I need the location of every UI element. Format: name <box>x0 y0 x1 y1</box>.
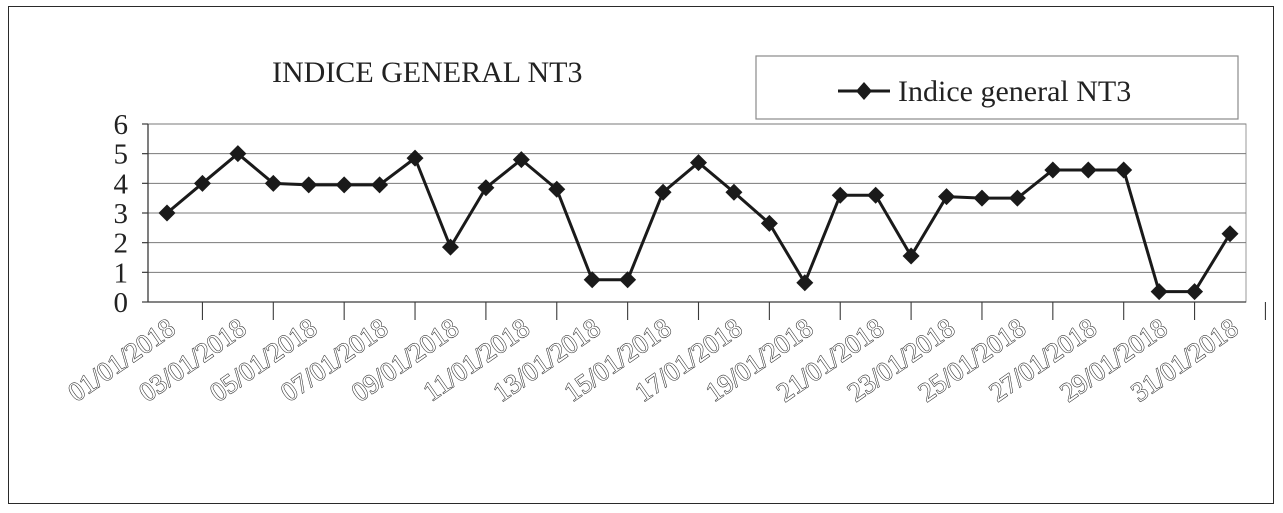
y-tick-label: 1 <box>114 257 129 289</box>
series-markers <box>158 145 1239 301</box>
data-point-marker <box>796 274 814 292</box>
data-point-marker <box>335 176 353 194</box>
y-tick-label: 5 <box>114 139 129 171</box>
x-axis-labels: 01/01/201803/01/201805/01/201807/01/2018… <box>62 312 1244 408</box>
data-point-marker <box>831 186 849 204</box>
data-point-marker <box>264 174 282 192</box>
x-axis-ticks <box>201 302 1266 320</box>
data-point-marker <box>938 188 956 206</box>
series-line <box>166 152 1232 294</box>
data-point-marker <box>158 204 176 222</box>
data-point-marker <box>690 154 707 172</box>
legend-diamond-marker <box>856 82 872 100</box>
data-point-marker <box>1008 189 1026 207</box>
gridlines <box>148 123 1246 273</box>
legend: Indice general NT3 <box>755 55 1239 120</box>
data-point-marker <box>477 179 495 197</box>
data-point-marker <box>583 271 601 289</box>
data-point-marker <box>973 189 991 207</box>
data-point-marker <box>193 174 211 192</box>
data-point-marker <box>441 238 459 256</box>
data-point-marker <box>1186 283 1204 301</box>
data-point-marker <box>867 186 885 204</box>
data-point-marker <box>1221 225 1239 243</box>
data-point-marker <box>548 180 566 198</box>
y-tick-label: 2 <box>114 228 129 260</box>
data-point-marker <box>371 176 389 194</box>
series-indice-general-nt3 <box>166 152 1232 294</box>
data-point-marker <box>902 247 920 265</box>
data-point-marker <box>760 214 778 232</box>
data-point-marker <box>300 176 318 194</box>
y-tick-label: 6 <box>114 109 129 141</box>
data-point-marker <box>406 149 424 167</box>
data-point-marker <box>229 145 247 163</box>
data-point-marker <box>619 271 637 289</box>
plot-area <box>142 123 1266 320</box>
legend-label: Indice general NT3 <box>898 75 1131 108</box>
data-point-marker <box>1115 161 1133 179</box>
data-point-marker <box>725 183 743 201</box>
y-tick-label: 4 <box>114 168 129 200</box>
data-point-marker <box>1044 161 1062 179</box>
data-point-marker <box>654 183 672 201</box>
data-point-marker <box>1150 283 1168 301</box>
y-tick-label: 0 <box>114 287 129 319</box>
y-axis-ticks <box>142 123 148 303</box>
chart-title: INDICE GENERAL NT3 <box>272 56 583 89</box>
legend-box <box>755 55 1239 120</box>
data-point-marker <box>512 151 530 169</box>
data-point-marker <box>1079 161 1097 179</box>
y-tick-label: 3 <box>114 198 129 230</box>
